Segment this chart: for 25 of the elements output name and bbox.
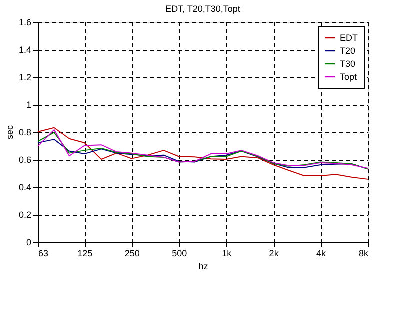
x-tick-label: 125: [78, 248, 93, 258]
y-tick-label: 1: [26, 100, 32, 110]
x-tick-label: 1k: [222, 248, 232, 258]
y-axis-title: sec: [4, 125, 15, 140]
y-tick-label: 0.4: [18, 182, 32, 192]
y-tick-label: 1.6: [18, 18, 32, 28]
x-tick-label: 250: [124, 248, 140, 258]
legend-label: EDT: [340, 33, 358, 43]
legend-label: T30: [340, 59, 356, 69]
y-tick-label: 0: [26, 238, 32, 248]
y-tick-label: 1.2: [18, 72, 32, 82]
x-axis-title: hz: [198, 262, 209, 272]
y-tick-label: 0.2: [18, 210, 32, 220]
y-tick-label: 0.8: [18, 128, 32, 138]
x-tick-label: 2k: [269, 248, 280, 258]
legend-label: T20: [340, 46, 356, 56]
chart-title: EDT, T20,T30,Topt: [166, 4, 241, 14]
x-tick-label: 4k: [316, 248, 327, 258]
line-series: [38, 127, 368, 180]
x-tick-label: 500: [172, 248, 188, 258]
x-tick-label: 63: [38, 248, 49, 258]
y-tick-label: 1.4: [18, 45, 32, 55]
legend-label: Topt: [340, 72, 358, 82]
y-tick-label: 0.6: [18, 155, 32, 165]
x-tick-label: 8k: [358, 248, 369, 258]
